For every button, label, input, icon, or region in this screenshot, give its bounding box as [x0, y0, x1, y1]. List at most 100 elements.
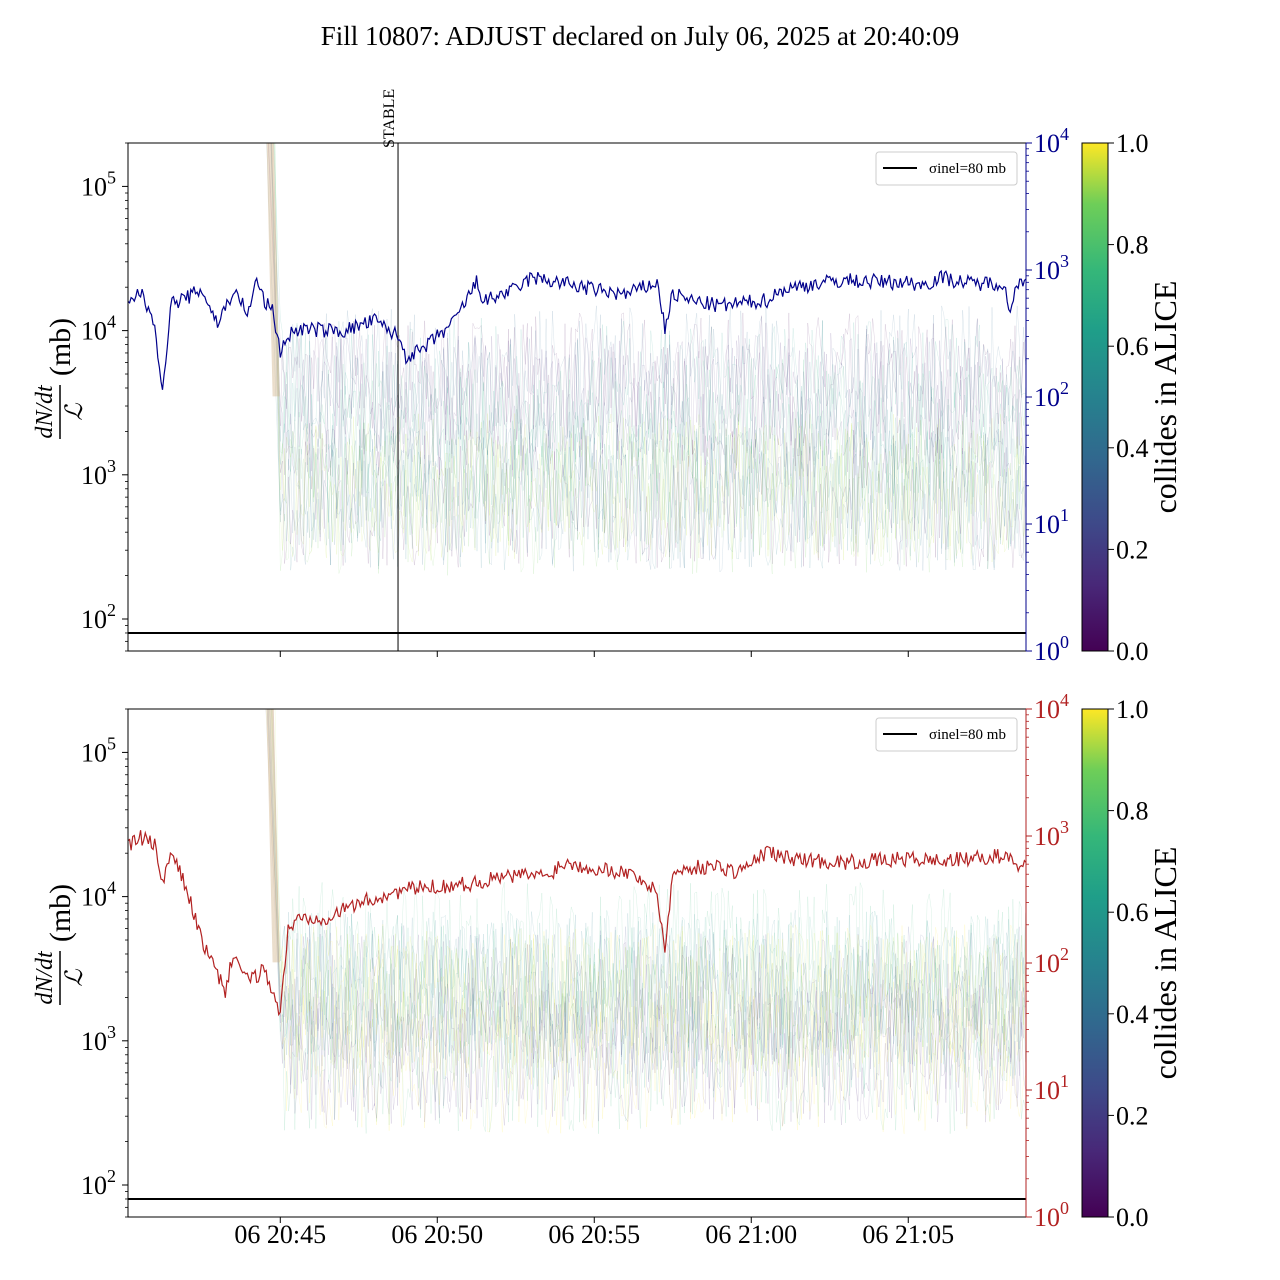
bottom-y-axis-label: dN/dt ℒ (mb): [32, 884, 88, 1005]
top-bunch-trace: [270, 143, 1026, 571]
top-main-series-line: [128, 269, 1026, 390]
bottom-colorbar-label: collides in ALICE: [1147, 847, 1183, 1080]
top-y-tick-label: 103: [81, 456, 116, 490]
top-bunch-trace: [274, 143, 1026, 576]
bot-spike-trace: [272, 709, 280, 963]
bot-bunch-trace: [272, 709, 1026, 1069]
top-y2-tick-label: 100: [1034, 632, 1069, 666]
top-bunch-trace: [273, 143, 1026, 463]
bottom-panel: 102 103 104 105 100 101 102 103 104 06 20:45 06 20…: [32, 690, 1069, 1249]
top-spike-trace: [270, 143, 278, 397]
bot-y-tick-label: 102: [81, 1166, 116, 1200]
top-y2-tick-label: 104: [1034, 124, 1069, 158]
bot-bunch-trace: [271, 709, 1026, 1134]
bot-x-tick-label: 06 21:00: [705, 1220, 797, 1249]
top-spike-trace: [266, 143, 274, 397]
top-colorbar-gradient: [1081, 142, 1109, 652]
bot-bunch-trace: [266, 709, 1026, 1078]
top-y-label-denominator: ℒ: [62, 403, 88, 421]
top-colorbar-label: collides in ALICE: [1147, 281, 1183, 514]
bot-spike-trace: [271, 709, 279, 963]
bot-main-series-line: [128, 830, 1026, 1017]
colorbar-tick-label: 1.0: [1116, 129, 1149, 158]
colorbar-tick-label: 0.2: [1116, 535, 1149, 564]
top-stable-label: STABLE: [381, 89, 398, 148]
bot-bunch-trace: [267, 709, 1026, 1054]
top-y-axis-label: dN/dt ℒ (mb): [32, 318, 88, 439]
colorbar-tick-label: 0.0: [1116, 1203, 1149, 1232]
top-bunch-trace: [274, 143, 1026, 503]
top-y-tick-label: 105: [81, 167, 116, 201]
top-legend: σinel=80 mb: [875, 151, 1018, 186]
top-bunch-trace: [267, 143, 1026, 457]
bot-spike-trace: [267, 709, 276, 963]
top-y-label-numerator: dN/dt: [32, 384, 58, 439]
top-panel: 102 103 104 105 100 101 102 103 104 dN/dt ℒ (mb)…: [32, 124, 1069, 666]
top-y-tick-label: 102: [81, 600, 116, 634]
colorbar-tick-label: 0.8: [1116, 231, 1149, 260]
bot-spike-trace: [270, 709, 278, 963]
top-y2-tick-label: 102: [1034, 378, 1069, 412]
bot-bunch-trace: [265, 709, 1026, 1134]
bot-bunch-trace: [267, 709, 1026, 1122]
bot-y2-tick-label: 101: [1034, 1071, 1069, 1105]
bottom-y-label-unit: (mb): [44, 884, 77, 942]
top-y-tick-label: 104: [81, 312, 116, 346]
bot-bunch-trace: [269, 709, 1026, 1055]
bot-x-tick-label: 06 21:05: [862, 1220, 954, 1249]
bot-bunch-trace: [269, 709, 1026, 1091]
bot-y2-tick-label: 100: [1034, 1198, 1069, 1232]
figure-title: Fill 10807: ADJUST declared on July 06, …: [321, 21, 959, 51]
top-bunch-trace: [268, 143, 1026, 480]
top-bunch-trace: [270, 143, 1026, 524]
bot-bunch-trace: [271, 709, 1026, 1026]
bot-spike-trace: [269, 709, 277, 963]
bot-bunch-trace: [265, 709, 1026, 1070]
top-y2-tick-label: 103: [1034, 251, 1069, 285]
bot-y2-tick-label: 102: [1034, 944, 1069, 978]
top-colorbar: 0.0 0.2 0.4 0.6 0.8 1.0 collides in ALICE: [1081, 129, 1183, 666]
colorbar-tick-label: 1.0: [1116, 695, 1149, 724]
bottom-legend-label: σinel=80 mb: [929, 727, 1006, 743]
colorbar-tick-label: 0.0: [1116, 637, 1149, 666]
colorbar-tick-label: 0.2: [1116, 1101, 1149, 1130]
top-bunch-trace: [272, 143, 1026, 557]
top-bunch-trace: [271, 143, 1026, 568]
colorbar-tick-label: 0.6: [1116, 332, 1149, 361]
colorbar-tick-label: 0.4: [1116, 434, 1149, 463]
bot-spike-trace: [266, 709, 274, 963]
top-spike-trace: [271, 143, 279, 397]
bottom-legend-box: [875, 717, 1018, 752]
bot-x-tick-label: 06 20:55: [548, 1220, 640, 1249]
top-bunch-trace: [266, 143, 1026, 554]
top-bunch-trace: [274, 143, 1026, 563]
colorbar-tick-label: 0.8: [1116, 797, 1149, 826]
bot-bunch-trace: [274, 709, 1026, 1073]
top-bunch-trace: [270, 143, 1026, 573]
bot-y2-tick-label: 103: [1034, 817, 1069, 851]
bot-y-tick-label: 105: [81, 733, 116, 767]
bottom-colorbar: 0.0 0.2 0.4 0.6 0.8 1.0 collides in ALICE: [1081, 695, 1183, 1232]
bot-x-tick-label: 06 20:50: [391, 1220, 483, 1249]
bottom-plot-frame: [127, 708, 1027, 1218]
top-y2-tick-label: 101: [1034, 505, 1069, 539]
bottom-y-label-denominator: ℒ: [62, 969, 88, 987]
bot-x-tick-label: 06 20:45: [234, 1220, 326, 1249]
top-legend-box: [875, 151, 1018, 186]
bot-y-tick-label: 104: [81, 878, 116, 912]
bot-y2-tick-label: 104: [1034, 690, 1069, 724]
colorbar-tick-label: 0.4: [1116, 1000, 1149, 1029]
bot-bunch-trace: [267, 709, 1026, 1067]
top-bunch-trace: [273, 143, 1026, 450]
top-y-label-unit: (mb): [44, 318, 77, 376]
bot-y-tick-label: 103: [81, 1022, 116, 1056]
colorbar-tick-label: 0.6: [1116, 898, 1149, 927]
top-spike-trace: [272, 143, 280, 397]
top-legend-label: σinel=80 mb: [929, 161, 1006, 177]
bottom-y-label-numerator: dN/dt: [32, 950, 58, 1005]
top-spike-trace: [269, 143, 277, 397]
bottom-legend: σinel=80 mb: [875, 717, 1018, 752]
top-spike-trace: [267, 143, 276, 397]
bot-bunch-trace: [272, 709, 1026, 1127]
